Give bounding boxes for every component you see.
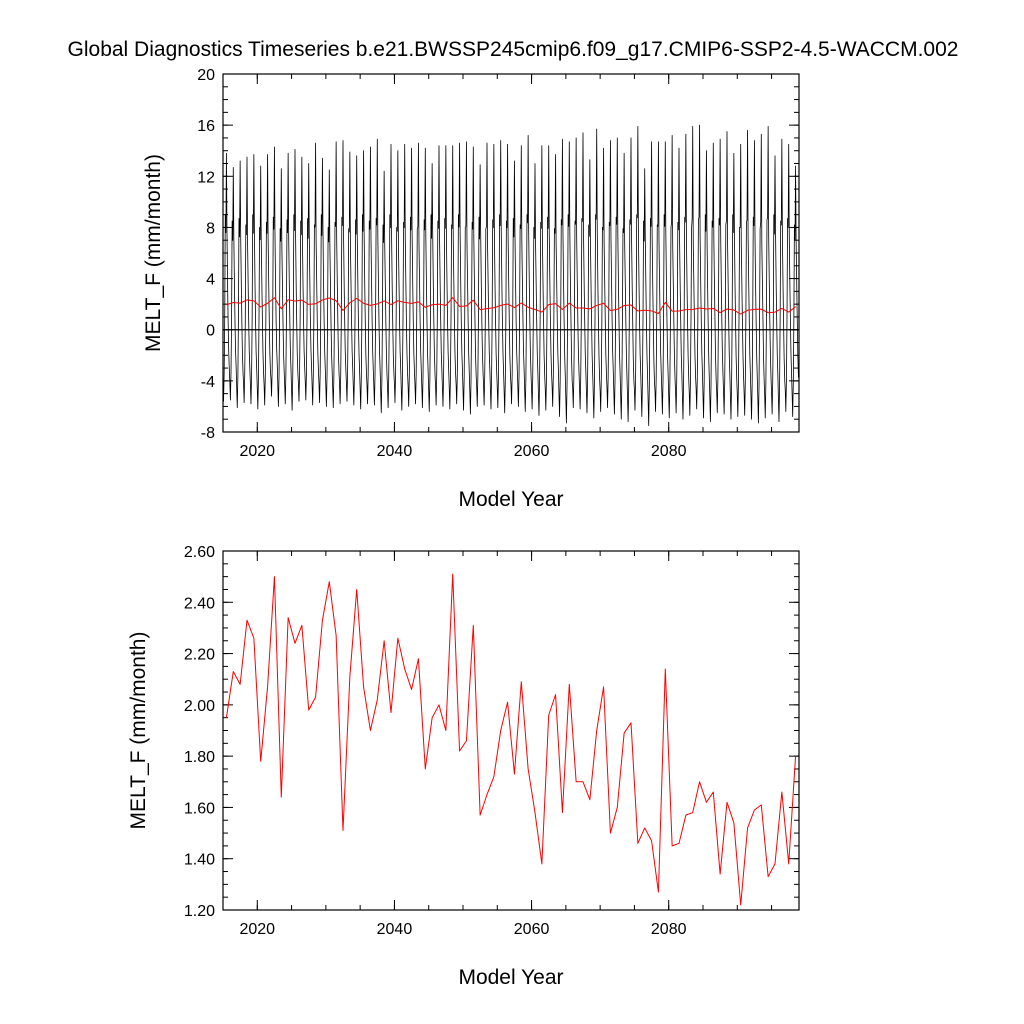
plot-area	[225, 573, 797, 906]
x-tick-label: 2080	[651, 443, 687, 460]
x-tick-label: 2040	[377, 921, 413, 938]
y-tick-label: 4	[206, 272, 215, 289]
series-line-annual-mean	[225, 573, 797, 906]
top-panel: 2020 2040 2060 2080 -8 -4 0 4 8 12 16 20 Model Year M…	[142, 67, 800, 511]
y-tick-label: 0	[206, 323, 215, 340]
y-tick-label: 2.40	[184, 595, 215, 612]
y-tick-label: 1.80	[184, 749, 215, 766]
series-line-annual-mean	[226, 297, 796, 315]
y-tick-label: 2.00	[184, 698, 215, 715]
x-tick-label: 2040	[377, 443, 413, 460]
x-tick-label: 2060	[514, 921, 550, 938]
plot-area	[223, 124, 799, 427]
minor-ticks	[222, 550, 799, 911]
bottom-panel: 2020 2040 2060 2080 1.20 1.40 1.60 1.80 2.00 2.20…	[127, 544, 800, 989]
y-tick-label: 1.20	[184, 903, 215, 920]
x-tick-label: 2080	[651, 921, 687, 938]
plot-frame	[222, 550, 800, 911]
y-axis-label: MELT_F (mm/month)	[142, 154, 165, 352]
y-tick-label: 16	[197, 118, 215, 135]
x-axis-label: Model Year	[458, 488, 563, 511]
y-tick-label: 1.40	[184, 852, 215, 869]
y-tick-label: 20	[197, 67, 215, 84]
y-tick-label: 2.60	[184, 544, 215, 561]
x-axis-label: Model Year	[458, 966, 563, 989]
x-tick-label: 2060	[514, 443, 550, 460]
y-tick-label: 2.20	[184, 647, 215, 664]
plot-frame	[222, 73, 800, 433]
y-tick-label: 8	[206, 220, 215, 237]
y-tick-label: 12	[197, 169, 215, 186]
y-tick-label: 1.60	[184, 800, 215, 817]
y-tick-label: -8	[201, 425, 215, 442]
x-tick-label: 2020	[239, 921, 275, 938]
y-tick-label: -4	[201, 374, 215, 391]
y-axis-label: MELT_F (mm/month)	[127, 632, 150, 830]
x-tick-label: 2020	[239, 443, 275, 460]
figure-title: Global Diagnostics Timeseries b.e21.BWSS…	[68, 38, 959, 61]
series-line-monthly	[223, 124, 799, 427]
